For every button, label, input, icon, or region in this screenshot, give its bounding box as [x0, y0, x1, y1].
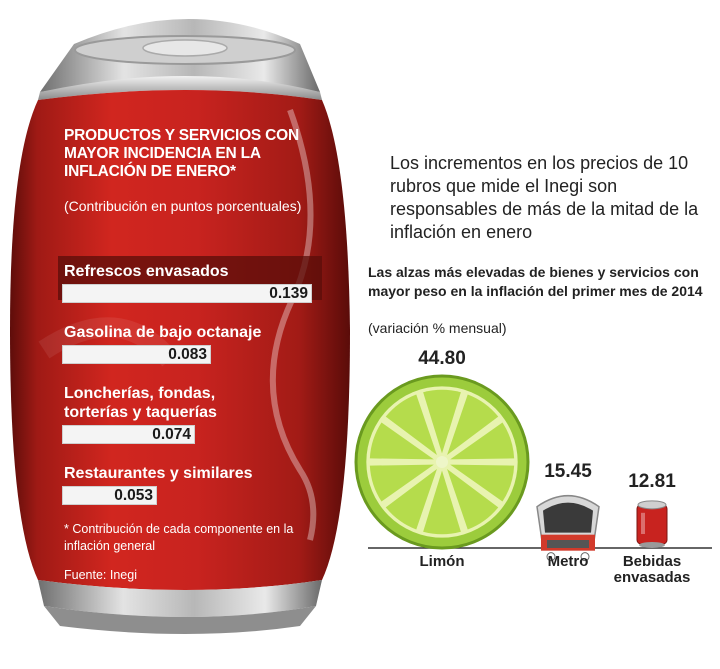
- right-category-label: Limón: [387, 554, 497, 570]
- soda-can-icon: [636, 500, 668, 548]
- intro-text: Los incrementos en los precios de 10 rub…: [390, 153, 699, 242]
- train-light: [580, 552, 590, 562]
- can-shine: [641, 512, 645, 534]
- lime-segment: [450, 422, 515, 460]
- right-chart-title: Las alzas más elevadas de bienes y servi…: [368, 264, 703, 299]
- left-bar-value: 0.139: [269, 285, 308, 302]
- left-chart-subtitle: (Contribución en puntos porcentuales): [64, 198, 302, 214]
- right-chart-unit-note: (variación % mensual): [368, 320, 507, 336]
- lime-segment: [385, 394, 437, 456]
- left-category-label: Gasolina de bajo octanaje: [64, 323, 326, 342]
- left-category-label-line: Refrescos envasados: [64, 263, 229, 280]
- left-category-label: Refrescos envasados: [64, 262, 326, 281]
- left-category-label-line: Restaurantes y similares: [64, 465, 253, 482]
- train-window: [543, 502, 593, 533]
- left-bar: [62, 425, 195, 444]
- lime-core: [435, 455, 449, 469]
- right-value-label: 15.45: [544, 460, 592, 482]
- left-bar: [62, 486, 157, 505]
- right-category-label: Bebidas envasadas: [597, 554, 707, 586]
- left-category-label-line: Loncherías, fondas,: [64, 385, 216, 402]
- left-bar-value: 0.083: [168, 346, 207, 363]
- left-chart-title: PRODUCTOS Y SERVICIOS CON MAYOR INCIDENC…: [64, 127, 300, 180]
- can-base: [639, 542, 665, 548]
- lime-segment: [447, 394, 499, 456]
- can-lid: [637, 500, 667, 510]
- train-bumper: [547, 540, 589, 548]
- lime-segment: [423, 389, 461, 454]
- right-value-label: 44.80: [418, 348, 466, 369]
- footnote: * Contribución de cada componente en la …: [64, 522, 294, 553]
- left-category-label-line: Gasolina de bajo octanaje: [64, 324, 262, 341]
- source-note: Fuente: Inegi: [64, 568, 137, 582]
- lime-segment: [385, 468, 437, 530]
- lime-segment: [450, 464, 515, 502]
- right-category-label-line: Bebidas: [622, 553, 682, 570]
- right-category-label: Metro: [513, 554, 623, 570]
- right-category-label-line: envasadas: [613, 569, 691, 586]
- left-bar: [62, 284, 312, 303]
- lime-segment: [369, 464, 434, 502]
- lime-segment: [423, 470, 461, 535]
- lime-segment: [447, 468, 499, 530]
- right-category-label-line: Metro: [547, 553, 589, 570]
- train-light: [546, 552, 556, 562]
- left-category-label: Restaurantes y similares: [64, 464, 326, 483]
- metro-train-icon: [536, 495, 600, 562]
- left-bar-value: 0.053: [114, 487, 153, 504]
- left-bar-value: 0.074: [152, 426, 191, 443]
- right-value-label: 12.81: [628, 470, 676, 492]
- lime-slice-icon: [354, 374, 530, 550]
- left-category-label-line: torterías y taquerías: [64, 404, 217, 421]
- left-category-label: Loncherías, fondas, torterías y taquerías: [64, 384, 326, 422]
- lime-segment: [369, 422, 434, 460]
- left-bar: [62, 345, 211, 364]
- right-category-label-line: Limón: [419, 553, 465, 570]
